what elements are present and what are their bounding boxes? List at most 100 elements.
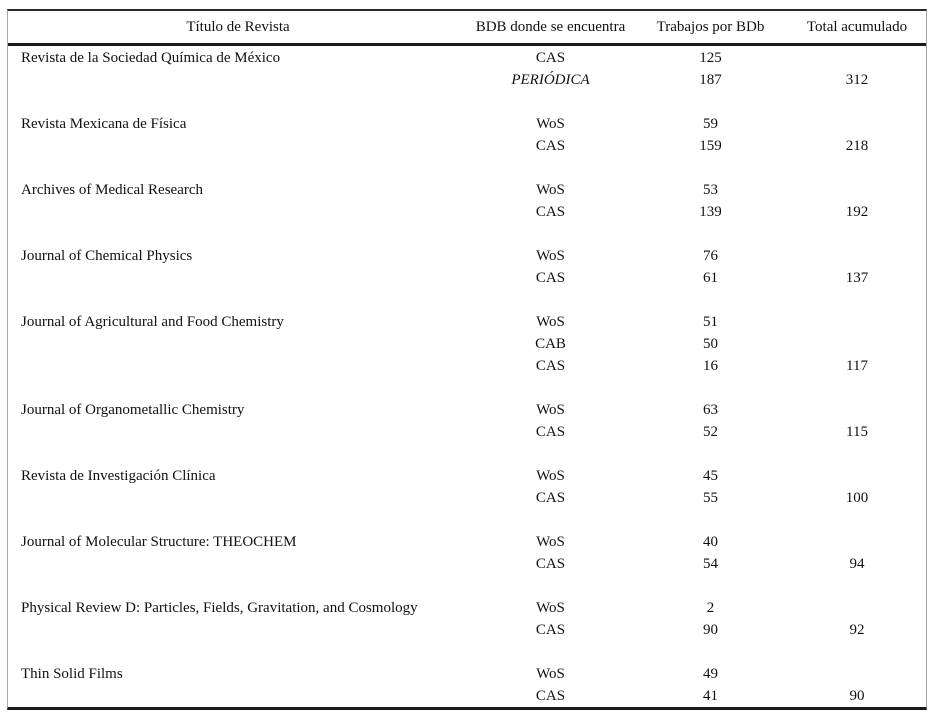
journal-block: Journal of Organometallic Chemistry WoS 63… (8, 399, 926, 443)
works-count-cell: 51 (703, 313, 718, 330)
journal-block: Journal of Molecular Structure: THEOCHEM… (8, 531, 926, 575)
journals-table: Título de Revista BDB donde se encuentra… (7, 9, 927, 710)
works-count-cell: 61 (703, 269, 718, 286)
database-cell: CAS (535, 137, 566, 154)
table-row: Journal of Agricultural and Food Chemist… (8, 311, 926, 333)
journal-title-cell: Revista de la Sociedad Química de México (21, 49, 281, 66)
table-row: Physical Review D: Particles, Fields, Gr… (8, 597, 926, 619)
total-accumulated-cell: 100 (845, 489, 869, 506)
journal-title-cell: Journal of Agricultural and Food Chemist… (21, 313, 284, 330)
works-count-cell: 53 (703, 181, 718, 198)
database-cell: WoS (536, 115, 565, 132)
works-count-cell: 139 (699, 203, 722, 220)
database-cell: WoS (536, 313, 565, 330)
database-cell: CAS (535, 357, 566, 374)
journal-title-cell: Journal of Organometallic Chemistry (21, 401, 245, 418)
database-cell: WoS (536, 599, 565, 616)
works-count-cell: 41 (703, 687, 718, 704)
table-row: Revista de Investigación Clínica WoS 45 (8, 465, 926, 487)
works-count-cell: 52 (703, 423, 718, 440)
table-row: CAS 61 137 (8, 267, 926, 289)
table-row: CAS 159 218 (8, 135, 926, 157)
journal-block: Journal of Agricultural and Food Chemist… (8, 311, 926, 377)
total-accumulated-cell: 192 (845, 203, 869, 220)
table-row: CAS 52 115 (8, 421, 926, 443)
works-count-cell: 63 (703, 401, 718, 418)
journal-title-cell: Physical Review D: Particles, Fields, Gr… (21, 599, 418, 616)
works-count-cell: 90 (703, 621, 718, 638)
column-header-total-acumulado: Total acumulado (806, 18, 908, 35)
table-row: CAS 139 192 (8, 201, 926, 223)
total-accumulated-cell: 90 (849, 687, 865, 704)
table-row: CAS 16 117 (8, 355, 926, 377)
total-accumulated-cell: 137 (845, 269, 869, 286)
table-row: CAS 41 90 (8, 685, 926, 707)
database-cell: CAS (535, 555, 566, 572)
table-row: Journal of Chemical Physics WoS 76 (8, 245, 926, 267)
works-count-cell: 187 (699, 71, 722, 88)
journal-title-cell: Archives of Medical Research (21, 181, 204, 198)
journal-block: Archives of Medical Research WoS 53 CAS 139 1… (8, 179, 926, 223)
database-cell: WoS (536, 181, 565, 198)
works-count-cell: 125 (699, 49, 722, 66)
table-row: Revista de la Sociedad Química de México… (8, 47, 926, 69)
table-row: CAS 54 94 (8, 553, 926, 575)
total-accumulated-cell: 312 (845, 71, 869, 88)
works-count-cell: 49 (703, 665, 718, 682)
table-row: Journal of Molecular Structure: THEOCHEM… (8, 531, 926, 553)
database-cell: WoS (536, 247, 565, 264)
works-count-cell: 40 (703, 533, 718, 550)
total-accumulated-cell: 115 (846, 423, 868, 440)
database-cell: CAS (535, 423, 566, 440)
journal-block: Revista de la Sociedad Química de México… (8, 47, 926, 91)
column-header-titulo-de-revista: Título de Revista (186, 18, 290, 35)
works-count-cell: 45 (703, 467, 718, 484)
works-count-cell: 55 (703, 489, 718, 506)
database-cell: CAS (535, 49, 566, 66)
database-cell: WoS (536, 401, 565, 418)
works-count-cell: 16 (703, 357, 718, 374)
journal-block: Thin Solid Films WoS 49 CAS 41 90 (8, 663, 926, 707)
column-header-trabajos-por-bdb: Trabajos por BDb (656, 18, 765, 35)
total-accumulated-cell: 92 (849, 621, 865, 638)
journal-block: Physical Review D: Particles, Fields, Gr… (8, 597, 926, 641)
table-row: CAS 90 92 (8, 619, 926, 641)
table-row: Thin Solid Films WoS 49 (8, 663, 926, 685)
database-cell: WoS (536, 533, 565, 550)
journal-title-cell: Revista de Investigación Clínica (21, 467, 216, 484)
total-accumulated-cell: 94 (849, 555, 865, 572)
database-cell: CAS (535, 269, 566, 286)
journal-title-cell: Thin Solid Films (21, 665, 123, 682)
table-row: Archives of Medical Research WoS 53 (8, 179, 926, 201)
works-count-cell: 159 (699, 137, 722, 154)
journal-title-cell: Journal of Chemical Physics (21, 247, 193, 264)
total-accumulated-cell: 117 (846, 357, 868, 374)
database-cell: WoS (536, 665, 565, 682)
database-cell: CAS (535, 621, 566, 638)
works-count-cell: 76 (703, 247, 718, 264)
works-count-cell: 59 (703, 115, 718, 132)
database-cell: WoS (536, 467, 565, 484)
works-count-cell: 50 (703, 335, 718, 352)
table-row: Journal of Organometallic Chemistry WoS 63 (8, 399, 926, 421)
journal-block: Revista Mexicana de Física WoS 59 CAS 159 218 (8, 113, 926, 157)
journal-title-cell: Journal of Molecular Structure: THEOCHEM (21, 533, 297, 550)
database-cell: CAS (535, 687, 566, 704)
table-row: CAS 55 100 (8, 487, 926, 509)
database-cell: CAS (535, 203, 566, 220)
journal-title-cell: Revista Mexicana de Física (21, 115, 187, 132)
database-cell: PERIÓDICA (511, 71, 590, 88)
table-header-row: Título de Revista BDB donde se encuentra… (8, 11, 926, 46)
table-row: Revista Mexicana de Física WoS 59 (8, 113, 926, 135)
table-body: Revista de la Sociedad Química de México… (8, 46, 926, 707)
table-row: CAB 50 (8, 333, 926, 355)
journal-block: Revista de Investigación Clínica WoS 45 CAS… (8, 465, 926, 509)
database-cell: CAS (535, 489, 566, 506)
works-count-cell: 2 (706, 599, 715, 616)
journal-block: Journal of Chemical Physics WoS 76 CAS 61 137 (8, 245, 926, 289)
table-row: PERIÓDICA 187 312 (8, 69, 926, 91)
works-count-cell: 54 (703, 555, 718, 572)
column-header-bdb-donde-se-encuentra: BDB donde se encuentra (475, 18, 626, 35)
total-accumulated-cell: 218 (845, 137, 869, 154)
